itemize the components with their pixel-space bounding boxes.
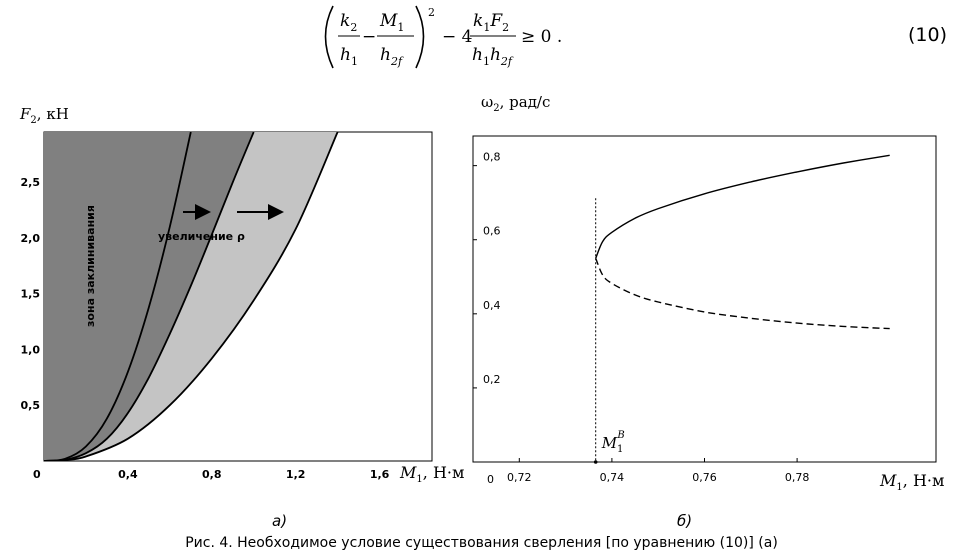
chart-a: 0,4 0,8 1,2 1,6 0,5 1,0 1,5 2,0 2,5 0 F2, кН M1, Н·… <box>19 105 464 485</box>
panel-a-label: а) <box>272 512 288 530</box>
ytick-a-1: 1,0 <box>21 343 41 356</box>
ytick-b-3: 0,8 <box>483 151 501 164</box>
ytick-a-0: 0,5 <box>21 399 41 412</box>
eq-frac1-den: h1 <box>340 45 358 68</box>
xlabel-a-sub: 1 <box>416 474 422 485</box>
figure-caption: Рис. 4. Необходимое условие существовани… <box>185 535 778 551</box>
ytick-a-4: 2,5 <box>21 176 41 189</box>
xtick-b-2: 0,76 <box>692 471 717 484</box>
zone-annotation: зона заклинивания <box>84 205 97 327</box>
curves-a <box>44 132 339 461</box>
eq-frac3-den: h1h2f <box>472 45 514 68</box>
marker-label-sub: 1 <box>617 444 623 455</box>
curve-a-3 <box>44 132 339 461</box>
eq-frac2-den: h2f <box>380 45 404 68</box>
curve-b-dashed <box>595 258 890 330</box>
marker-label-sup: B <box>616 430 624 441</box>
marker-label: M1 B <box>601 430 625 455</box>
xtick-a-2: 1,2 <box>286 468 306 481</box>
xlabel-b-unit: , Н·м <box>903 471 945 490</box>
origin-b: 0 <box>487 473 494 486</box>
xtick-b-3: 0,78 <box>785 471 810 484</box>
xlabel-b-sub: 1 <box>896 482 902 493</box>
curve-a-1 <box>44 132 192 461</box>
xlabel-b-var: M <box>879 471 897 490</box>
eq-power: 2 <box>428 6 435 19</box>
equation-number: (10) <box>907 24 947 46</box>
zone-light <box>44 132 338 461</box>
ytick-a-3: 2,0 <box>21 232 41 245</box>
curve-a-2 <box>44 132 255 461</box>
ylabel-b-unit: , рад/с <box>500 93 551 111</box>
xtick-a-0: 0,4 <box>118 468 138 481</box>
xtick-b-0: 0,72 <box>507 471 532 484</box>
ylabel-b: ω2, рад/с <box>481 93 550 114</box>
ytick-a-2: 1,5 <box>21 288 41 301</box>
marker-dot <box>593 460 598 464</box>
panel-b-label: б) <box>677 512 693 530</box>
equation-10: k2 h1 − M1 h2f 2 − 4 k1F2 h1h2f ≥ 0 . <box>324 5 562 69</box>
eq-relation: ≥ 0 . <box>521 27 562 47</box>
ylabel-a-unit: , кН <box>37 105 69 123</box>
ylabel-a-var: F <box>19 105 31 123</box>
ylabel-b-sub: 2 <box>493 103 499 114</box>
left-paren <box>324 5 334 69</box>
arrow-annotation: увеличение ρ <box>158 230 245 243</box>
xtick-b-1: 0,74 <box>600 471 625 484</box>
origin-a: 0 <box>33 468 41 481</box>
curve-b-solid <box>595 154 890 259</box>
ylabel-a-sub: 2 <box>30 115 36 126</box>
right-paren <box>415 5 425 69</box>
xlabel-a: M1, Н·м <box>399 463 464 485</box>
ytick-b-1: 0,4 <box>483 299 501 312</box>
xtick-a-3: 1,6 <box>370 468 390 481</box>
xlabel-b: M1, Н·м <box>879 471 944 493</box>
xlabel-a-var: M <box>399 463 417 482</box>
ylabel-a: F2, кН <box>19 105 69 126</box>
marker-label-var: M <box>601 434 618 452</box>
eq-coef: − 4 <box>442 27 472 47</box>
xlabel-a-unit: , Н·м <box>423 463 465 482</box>
xtick-a-1: 0,8 <box>202 468 222 481</box>
plot-frame-b <box>472 135 937 463</box>
ytick-b-2: 0,6 <box>483 225 501 238</box>
eq-frac1-num: k2 <box>340 11 357 34</box>
ytick-b-0: 0,2 <box>483 373 501 386</box>
ylabel-b-var: ω <box>481 93 493 111</box>
eq-frac3-num: k1F2 <box>473 11 509 34</box>
eq-minus: − <box>362 27 376 47</box>
eq-frac2-num: M1 <box>379 11 404 34</box>
